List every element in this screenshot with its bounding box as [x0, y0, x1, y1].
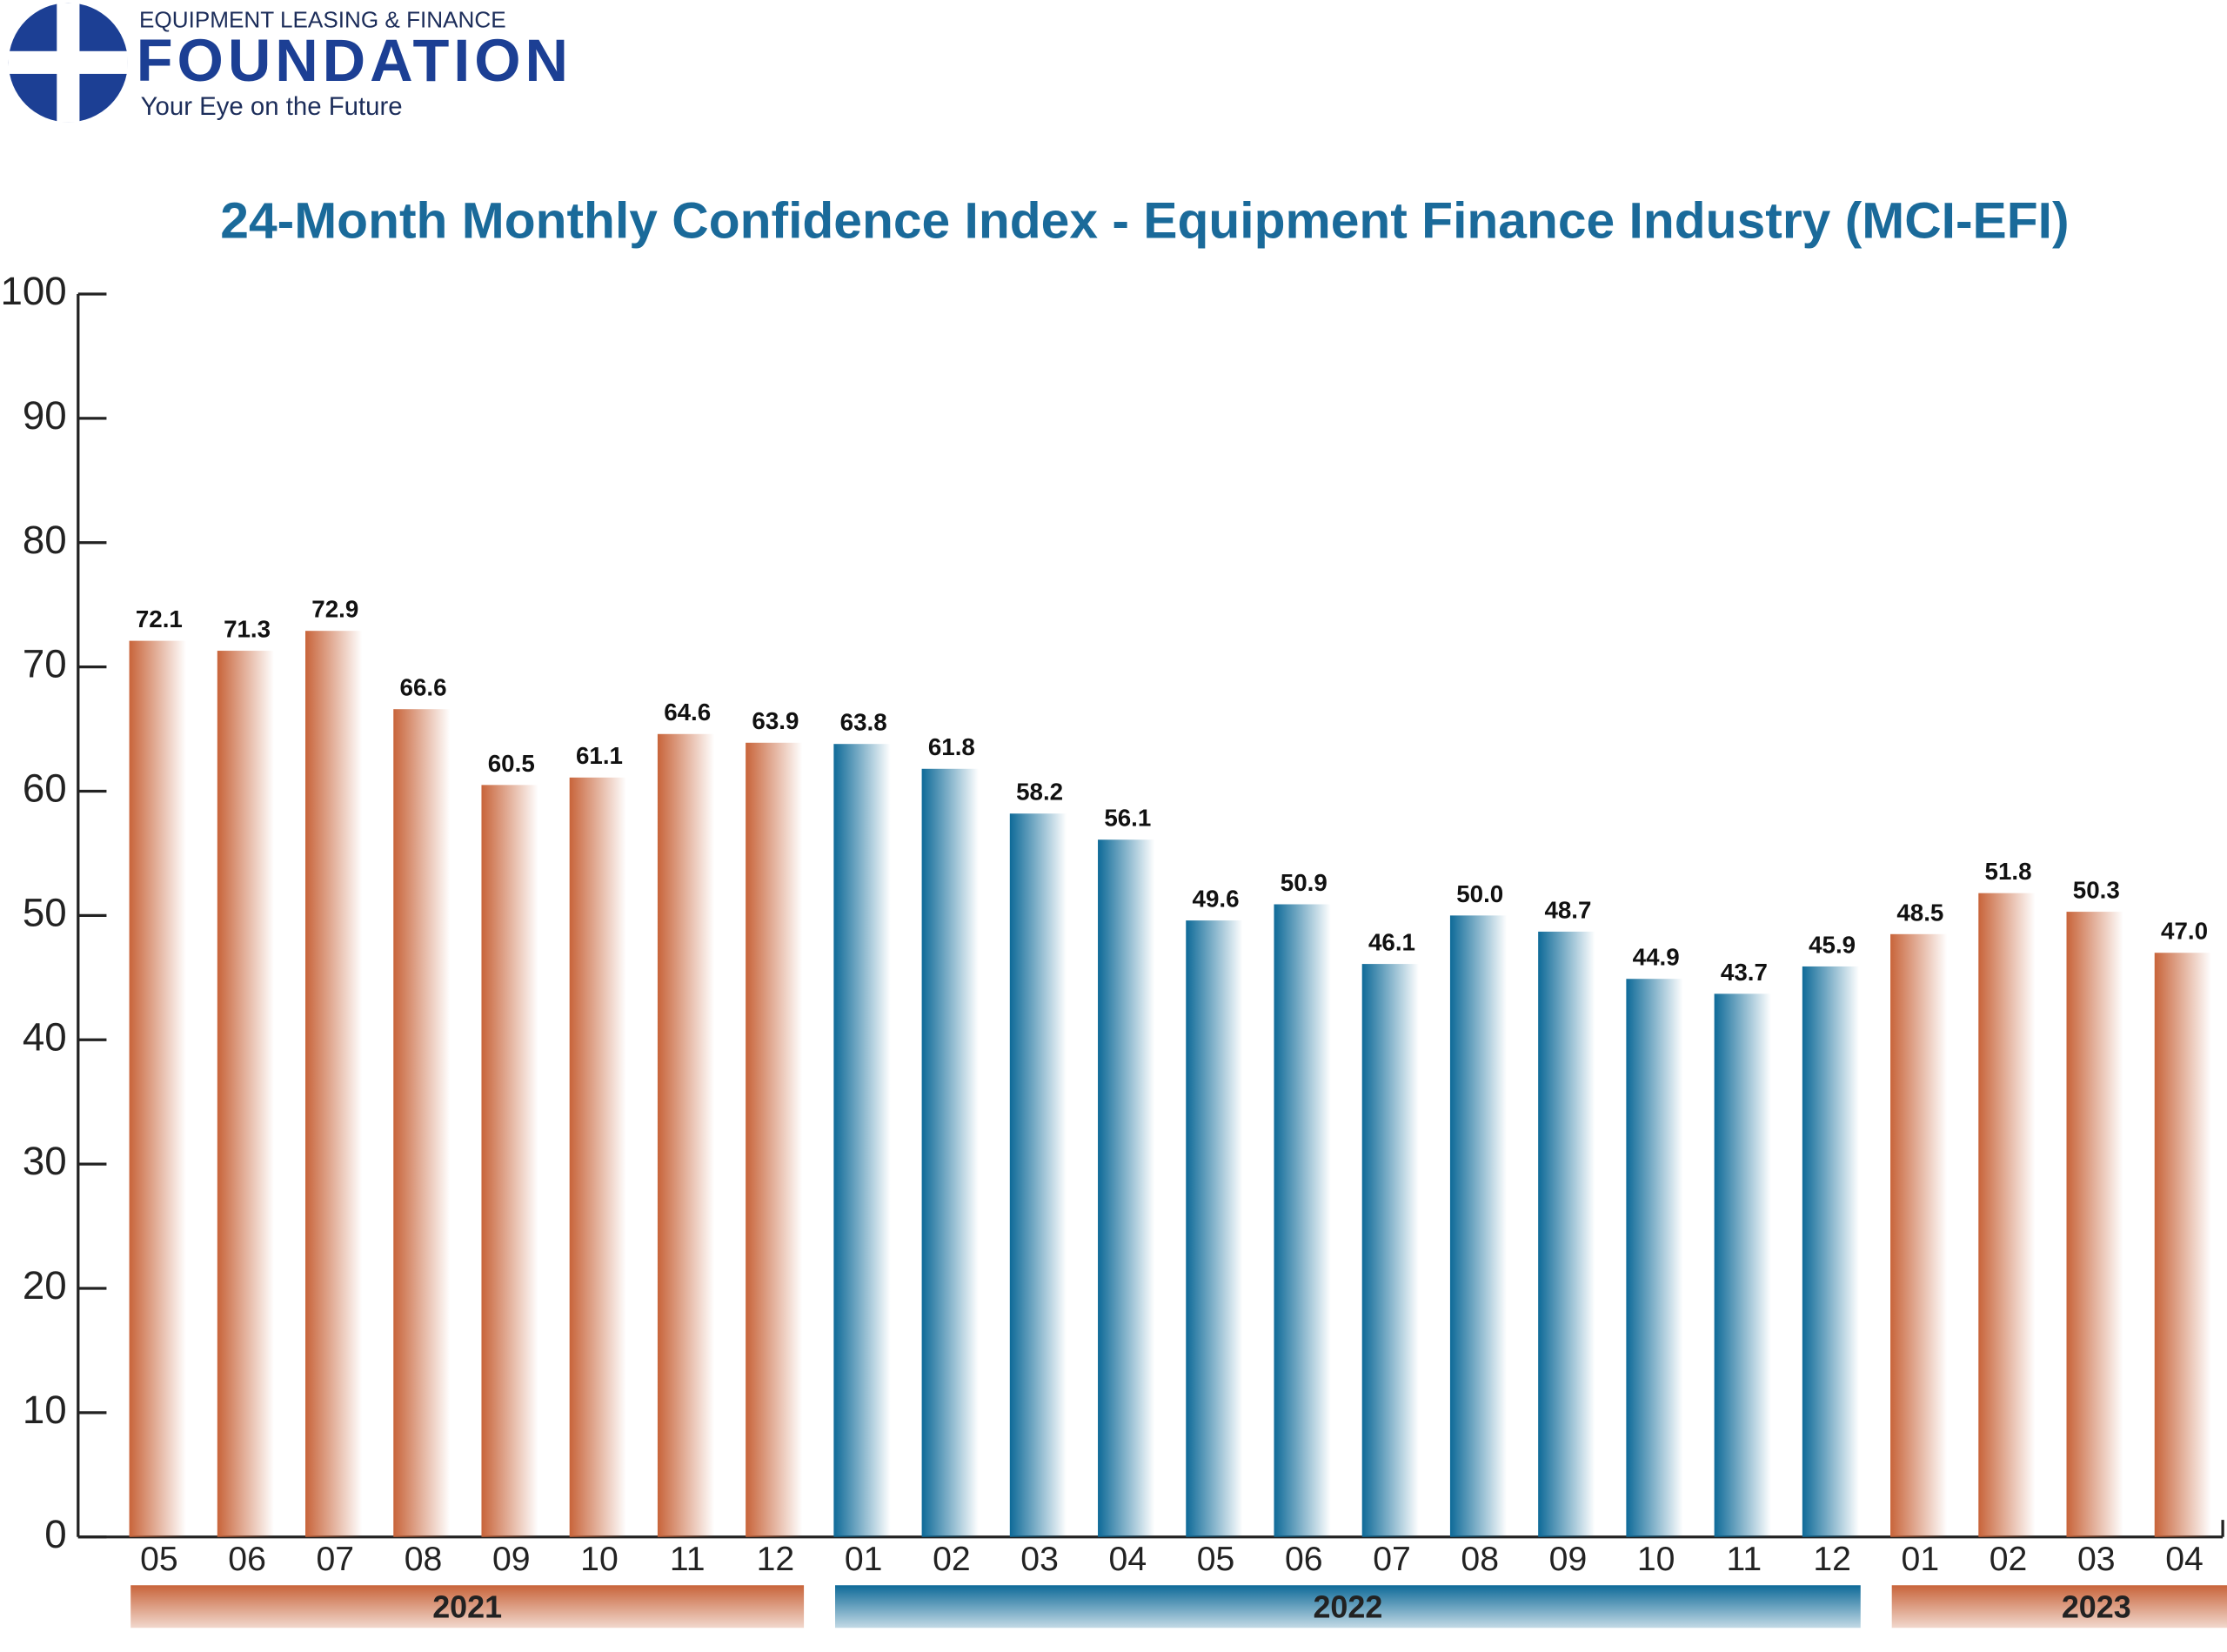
value-label: 71.3	[224, 616, 271, 643]
x-tick-label: 06	[228, 1541, 266, 1578]
bar	[1009, 813, 1070, 1537]
x-tick-label: 09	[1549, 1541, 1588, 1578]
value-label: 64.6	[664, 699, 711, 726]
value-label: 49.6	[1193, 886, 1240, 913]
x-tick-label: 05	[1197, 1541, 1235, 1578]
x-tick-label: 07	[1373, 1541, 1411, 1578]
x-tick-label: 04	[2165, 1541, 2204, 1578]
bar	[1186, 920, 1246, 1537]
y-tick-label: 30	[23, 1139, 67, 1183]
bar	[657, 733, 718, 1537]
value-label: 51.8	[1985, 858, 2032, 885]
bar	[833, 744, 893, 1537]
value-label: 60.5	[488, 750, 535, 777]
bar	[129, 640, 190, 1537]
bar	[1274, 904, 1334, 1537]
x-tick-label: 09	[492, 1541, 531, 1578]
bar	[1802, 966, 1863, 1537]
year-label: 2022	[1313, 1588, 1382, 1624]
value-label: 47.0	[2161, 918, 2208, 945]
logo-top: EQUIPMENT LEASING & FINANCE	[139, 6, 506, 32]
bar	[2066, 912, 2127, 1537]
value-label: 50.0	[1456, 880, 1503, 907]
x-tick-label: 08	[405, 1541, 443, 1578]
x-tick-label: 02	[1990, 1541, 2028, 1578]
value-label: 61.8	[928, 733, 975, 760]
y-tick-label: 100	[0, 269, 66, 313]
year-band	[130, 1585, 805, 1629]
year-label: 2021	[432, 1588, 502, 1624]
year-band	[835, 1585, 1861, 1629]
x-tick-label: 12	[1813, 1541, 1851, 1578]
logo-band	[57, 3, 80, 123]
x-tick-label: 02	[933, 1541, 971, 1578]
bar	[305, 631, 365, 1537]
chart-title: 24-Month Monthly Confidence Index - Equi…	[220, 193, 2069, 250]
x-tick-label: 11	[1727, 1541, 1762, 1578]
x-tick-label: 01	[1902, 1541, 1940, 1578]
y-tick-label: 0	[44, 1512, 66, 1556]
value-label: 72.9	[311, 596, 358, 623]
x-tick-label: 10	[580, 1541, 619, 1578]
y-tick-label: 40	[23, 1014, 67, 1059]
value-label: 50.9	[1281, 869, 1328, 896]
value-label: 66.6	[400, 674, 447, 701]
year-label: 2023	[2062, 1588, 2131, 1624]
y-tick-label: 70	[23, 642, 67, 686]
logo-name: FOUNDATION	[137, 27, 568, 94]
value-label: 50.3	[2073, 877, 2120, 904]
x-tick-label: 03	[2077, 1541, 2116, 1578]
logo: EQUIPMENT LEASING & FINANCE FOUNDATION Y…	[8, 3, 568, 123]
bar	[1538, 931, 1598, 1537]
x-tick-label: 03	[1020, 1541, 1059, 1578]
y-tick-label: 10	[23, 1388, 67, 1432]
x-tick-label: 06	[1285, 1541, 1323, 1578]
bar	[1626, 979, 1686, 1537]
bar	[921, 768, 982, 1537]
bar	[1714, 993, 1775, 1537]
value-label: 63.9	[752, 707, 799, 734]
year-band	[1891, 1585, 2227, 1629]
bar	[481, 785, 542, 1537]
bar	[1978, 893, 2038, 1537]
value-label: 48.5	[1896, 899, 1943, 926]
y-tick-label: 60	[23, 766, 67, 811]
value-label: 43.7	[1721, 959, 1768, 986]
y-tick-label: 20	[23, 1263, 67, 1308]
y-tick-label: 80	[23, 518, 67, 562]
bar	[1890, 933, 1950, 1537]
value-label: 44.9	[1633, 944, 1680, 971]
x-tick-label: 10	[1637, 1541, 1675, 1578]
y-tick-label: 50	[23, 890, 67, 934]
bar	[2154, 953, 2215, 1537]
value-label: 61.1	[576, 742, 623, 769]
x-tick-label: 12	[757, 1541, 795, 1578]
x-tick-label: 01	[845, 1541, 883, 1578]
bar	[746, 742, 806, 1537]
y-tick-label: 90	[23, 393, 67, 438]
value-label: 45.9	[1809, 931, 1856, 958]
value-label: 58.2	[1016, 779, 1063, 806]
x-tick-label: 07	[317, 1541, 355, 1578]
bar	[569, 777, 630, 1537]
bar	[1361, 964, 1422, 1537]
value-label: 46.1	[1368, 929, 1415, 956]
x-tick-label: 08	[1461, 1541, 1499, 1578]
x-tick-label: 05	[140, 1541, 178, 1578]
x-tick-label: 11	[670, 1541, 706, 1578]
value-label: 48.7	[1544, 896, 1591, 923]
bar	[1098, 839, 1158, 1537]
bar	[1449, 915, 1510, 1537]
value-label: 72.1	[136, 605, 183, 632]
bar	[393, 709, 453, 1537]
x-tick-label: 04	[1109, 1541, 1147, 1578]
value-label: 63.8	[840, 709, 887, 736]
value-label: 56.1	[1104, 805, 1151, 832]
logo-tagline: Your Eye on the Future	[141, 92, 403, 121]
bar	[217, 651, 278, 1537]
